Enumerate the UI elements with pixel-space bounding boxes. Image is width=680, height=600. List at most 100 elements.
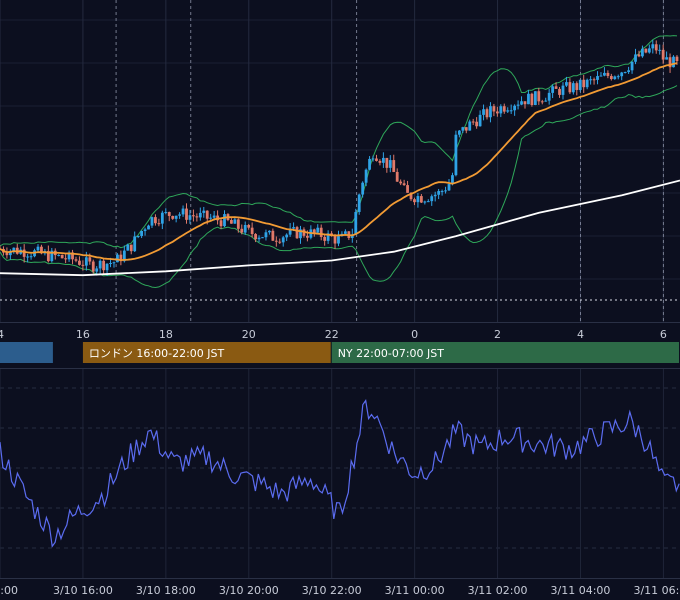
candle-body [250,227,254,235]
candle-body [554,86,558,89]
candle-body [109,262,112,264]
candle-body [236,219,240,229]
candle-body [489,106,492,118]
candle-body [281,237,285,243]
candle-body [105,263,109,271]
candle-body [413,199,416,203]
candle-body [119,254,123,262]
candle-body [192,215,195,217]
candle-body [561,85,565,95]
candle-body [637,54,641,57]
candle-body [264,232,268,238]
candle-body [672,56,675,68]
oscillator-x-tick-label: 3/10 18:00 [136,584,196,597]
candle-body [102,260,106,271]
candle-body [641,48,644,57]
candle-body [540,101,544,103]
candle-body [337,236,340,244]
main-x-tick-label: 4 [577,328,584,341]
main-x-axis-ticks: 4 16 18 20 22 0 2 4 6 [0,328,667,341]
candle-body [454,134,458,176]
candle-body [495,111,499,114]
candle-body [644,48,648,53]
candle-body [116,254,119,263]
candle-body [368,158,371,170]
main-x-tick-label: 0 [411,328,418,341]
candle-body [181,208,185,215]
candle-body [675,56,679,62]
candle-body [527,93,530,105]
candle-body [185,208,188,220]
candle-body [537,91,541,102]
candle-body [274,240,278,242]
candle-body [147,225,150,230]
candle-body [395,171,399,182]
candle-body [392,160,396,172]
candle-body [8,250,12,256]
candle-body [171,215,175,219]
candle-body [129,244,133,252]
candle-body [523,101,527,105]
candle-body [520,101,523,105]
candle-body [578,79,582,90]
candle-body [12,247,16,251]
candle-body [326,233,330,241]
session-block [82,342,331,363]
candle-body [288,228,292,235]
candle-body [482,109,485,115]
moving-averages [0,62,680,277]
candle-body [461,127,465,131]
candle-body [167,212,171,216]
candle-body [478,114,482,127]
candle-body [399,181,403,184]
candle-body [247,224,251,228]
candle-body [451,175,454,185]
candle-body [426,201,430,203]
candle-body [665,57,669,60]
candle-body [202,210,206,213]
candle-body [620,72,624,77]
candle-body [582,79,586,88]
candle-body [668,57,672,68]
oscillator-x-tick-label: 3/10 20:00 [219,584,279,597]
candle-body [319,227,323,237]
candle-body [257,237,261,240]
candle-body [178,214,182,216]
candle-body [409,192,413,200]
candle-body [333,236,337,244]
candle-body [651,44,655,49]
main-x-tick-label: 2 [494,328,501,341]
candle-body [312,229,316,233]
candle-body [654,44,658,51]
sma-line [0,179,680,277]
session-block [0,342,53,363]
session-label: NY 22:00-07:00 JST [338,347,445,360]
candle-body [154,217,157,224]
candle-body [371,158,375,160]
candle-body [475,121,479,127]
candle-body [381,157,385,163]
candle-body [95,268,99,272]
candle-body [613,76,617,80]
candle-body [60,254,64,259]
candle-body [164,212,168,214]
candle-body [447,184,451,191]
candle-body [271,230,275,241]
candle-body [433,194,437,197]
candle-body [150,217,154,226]
candle-body [40,246,43,254]
candle-body [471,121,475,123]
candle-body [547,92,551,101]
candle-body [285,234,289,238]
candle-body [502,106,506,112]
candle-body [402,183,406,186]
candle-body [661,49,665,60]
candle-body [84,257,88,266]
candle-body [50,250,54,262]
candle-body [616,76,620,78]
candle-body [36,246,40,251]
candle-body [64,258,68,260]
candle-body [188,215,192,220]
candle-body [589,79,593,81]
